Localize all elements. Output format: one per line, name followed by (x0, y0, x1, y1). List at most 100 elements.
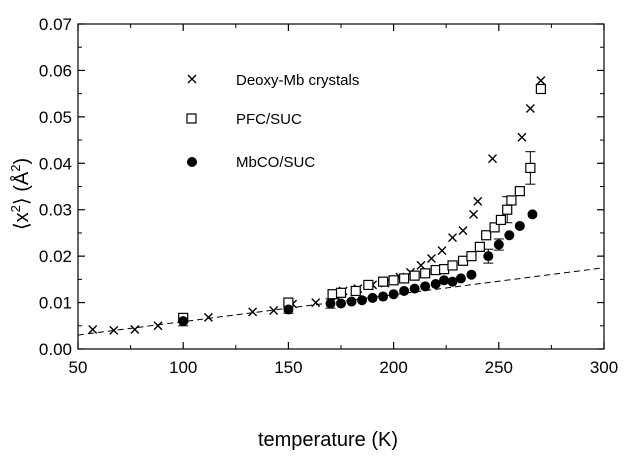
point-mbco-suc (493, 239, 504, 250)
point-pfc-suc (327, 289, 338, 300)
point-mbco-suc (346, 296, 357, 307)
y-axis-label: ⟨x2⟩ (Å2) (8, 158, 33, 230)
legend-label-mbco-suc: MbCO/SUC (236, 154, 315, 171)
point-mbco-suc (483, 251, 494, 262)
x-stroke (426, 253, 436, 263)
point-deoxy-mb (203, 312, 213, 322)
point-mbco-suc (178, 316, 189, 327)
y-tick-label: 0.05 (39, 108, 72, 127)
point-mbco-suc (527, 209, 538, 220)
point-pfc-suc (535, 83, 546, 95)
point-deoxy-mb (269, 305, 279, 315)
point-deoxy-mb (248, 307, 258, 317)
legend: Deoxy-Mb crystals PFC/SUC MbCO/SUC (186, 72, 359, 171)
point-pfc-suc (420, 268, 431, 279)
point-deoxy-mb (153, 321, 163, 331)
point-deoxy-mb (437, 246, 447, 256)
point-deoxy-mb (473, 196, 483, 206)
point-pfc-suc (399, 273, 410, 284)
legend-label-pfc-suc: PFC/SUC (236, 111, 302, 128)
point-deoxy-mb (416, 260, 426, 270)
x-tick-label: 300 (590, 358, 618, 377)
point-deoxy-mb (487, 154, 497, 164)
x-stroke (487, 154, 497, 164)
point-deoxy-mb (458, 226, 468, 236)
x-axis-label: temperature (K) (258, 429, 398, 451)
x-stroke (448, 233, 458, 243)
point-pfc-suc (466, 251, 477, 262)
point-pfc-suc (525, 162, 536, 174)
point-mbco-suc (357, 295, 368, 306)
point-deoxy-mb (448, 233, 458, 243)
data-points (88, 76, 546, 335)
x-tick-label: 250 (485, 358, 513, 377)
point-pfc-suc (350, 285, 361, 297)
point-pfc-suc (363, 279, 374, 291)
point-mbco-suc (399, 285, 410, 296)
point-deoxy-mb (88, 325, 98, 334)
point-pfc-suc (506, 195, 517, 206)
x-stroke (153, 321, 163, 331)
point-deoxy-mb (536, 76, 546, 86)
point-deoxy-mb (311, 298, 321, 308)
point-pfc-suc (335, 287, 347, 298)
x-stroke (269, 305, 279, 315)
x-tick-label: 100 (169, 358, 197, 377)
x-stroke (88, 325, 98, 334)
point-deoxy-mb (525, 104, 535, 113)
point-pfc-suc (438, 264, 450, 275)
x-stroke (109, 325, 119, 335)
x-tick-label: 200 (379, 358, 407, 377)
point-mbco-suc (336, 298, 346, 309)
x-stroke (416, 260, 426, 270)
point-pfc-suc (377, 276, 389, 287)
point-deoxy-mb (130, 325, 140, 334)
legend-marker-mbco-suc (187, 157, 197, 167)
point-mbco-suc (504, 230, 515, 241)
point-mbco-suc (409, 283, 420, 294)
point-pfc-suc (457, 255, 469, 266)
point-pfc-suc (409, 270, 420, 281)
point-pfc-suc (447, 260, 458, 271)
point-pfc-suc (481, 230, 492, 241)
point-mbco-suc (466, 269, 477, 280)
point-mbco-suc (447, 276, 458, 287)
x-tick-label: 150 (274, 358, 302, 377)
point-pfc-suc (489, 222, 500, 233)
y-tick-label: 0.04 (39, 154, 72, 173)
point-pfc-suc (495, 214, 507, 226)
y-tick-label: 0.07 (39, 15, 72, 34)
point-pfc-suc (388, 275, 399, 286)
x-stroke (458, 226, 468, 236)
point-mbco-suc (367, 292, 378, 303)
y-tick-label: 0.02 (39, 247, 72, 266)
point-mbco-suc (325, 298, 336, 309)
x-stroke (536, 76, 546, 86)
x-stroke (130, 325, 140, 334)
legend-marker-pfc-suc (186, 113, 197, 124)
axis-ticks: 50 100 150 200 250 300 0.00 0.01 0.02 0.03 0.04 0.0… (39, 15, 618, 377)
point-deoxy-mb (109, 325, 119, 335)
point-mbco-suc (283, 304, 294, 315)
x-stroke (517, 132, 527, 142)
y-tick-label: 0.06 (39, 61, 72, 80)
point-pfc-suc (474, 241, 485, 252)
point-pfc-suc (514, 186, 525, 197)
legend-label-deoxy-mb: Deoxy-Mb crystals (236, 72, 359, 89)
point-mbco-suc (378, 291, 389, 302)
point-mbco-suc (514, 220, 525, 231)
point-deoxy-mb (517, 132, 527, 142)
point-deoxy-mb (469, 209, 479, 219)
point-mbco-suc (439, 275, 450, 286)
x-tick-label: 50 (69, 358, 88, 377)
y-tick-label: 0.00 (39, 340, 72, 359)
x-stroke (437, 246, 447, 256)
x-stroke (469, 209, 479, 219)
y-tick-label: 0.03 (39, 201, 72, 220)
point-mbco-suc (388, 289, 399, 300)
point-mbco-suc (420, 281, 431, 292)
point-pfc-suc (502, 204, 513, 215)
point-deoxy-mb (426, 253, 436, 263)
x-stroke (311, 298, 321, 308)
